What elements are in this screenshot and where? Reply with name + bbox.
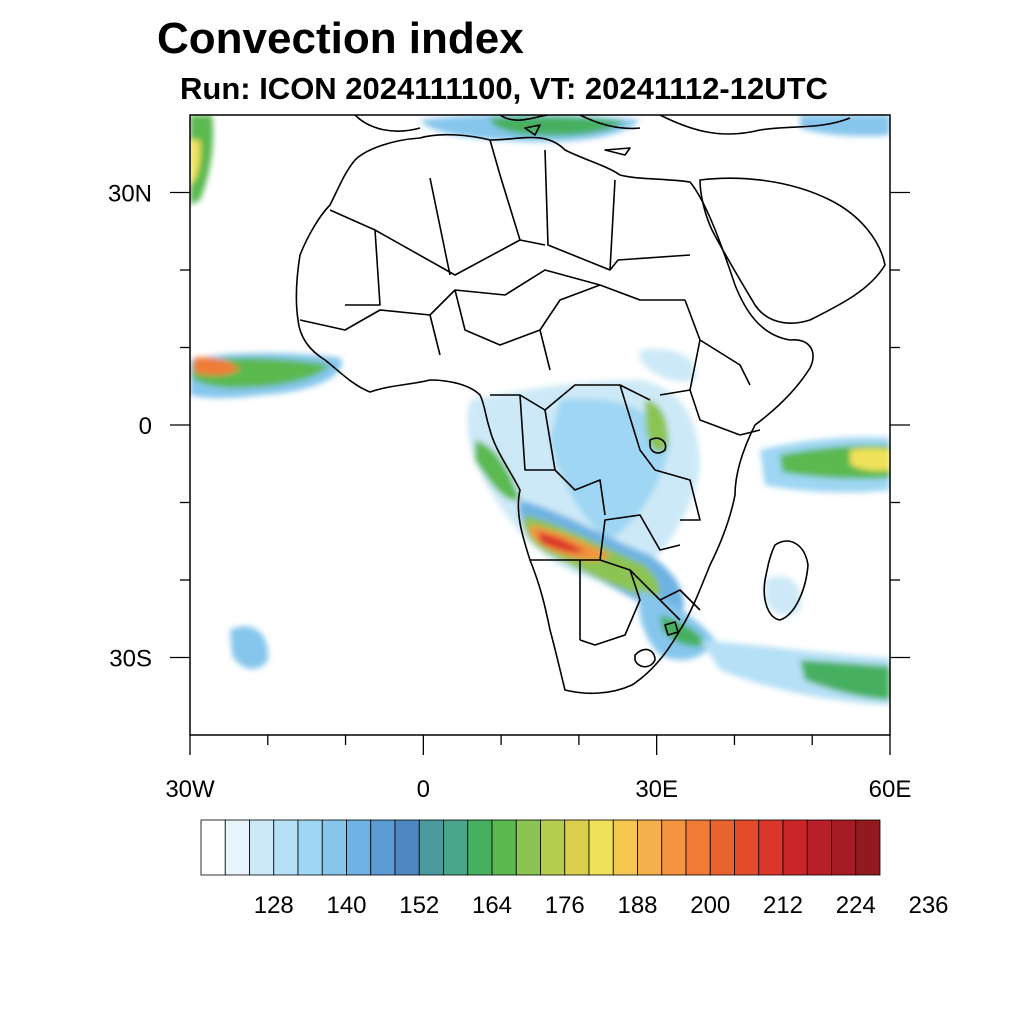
field-ne-corner <box>800 115 890 137</box>
borders-east <box>659 299 761 436</box>
colorbar-label: 164 <box>472 892 512 919</box>
colorbar-swatch <box>782 819 808 876</box>
colorbar-swatch <box>661 819 687 876</box>
x-tick-label: 0 <box>417 776 430 803</box>
field-horn <box>640 349 696 382</box>
colorbar-swatch <box>297 819 323 876</box>
map-plot-area <box>190 115 890 735</box>
field-nw-corner <box>190 115 214 205</box>
field-indian-east-hot <box>850 448 890 471</box>
colorbar-swatch <box>467 819 493 876</box>
lake-victoria <box>649 437 667 454</box>
colorbar-label: 176 <box>545 892 585 919</box>
europe-coastline <box>354 115 851 135</box>
field-nw-corner-hot <box>190 140 201 185</box>
africa-coastline <box>295 133 814 695</box>
colorbar-swatch <box>346 819 372 876</box>
field-south-atlantic <box>230 626 269 670</box>
map-subtitle: Run: ICON 2024111100, VT: 20241112-12UTC <box>180 71 828 106</box>
colorbar-swatch <box>249 819 275 876</box>
colorbar-swatch <box>200 819 226 876</box>
borders-north-africa <box>329 139 691 306</box>
colorbar-swatch <box>443 819 469 876</box>
x-tick-label: 30E <box>635 776 678 803</box>
field-madagascar <box>765 576 801 616</box>
colorbar-swatch <box>855 819 881 876</box>
colorbar-label: 140 <box>326 892 366 919</box>
colorbar-swatch <box>491 819 517 876</box>
colorbar-swatch <box>370 819 396 876</box>
field-atlantic-peak <box>194 357 240 376</box>
colorbar-swatch <box>564 819 590 876</box>
borders-sahel <box>299 269 685 371</box>
colorbar-label: 236 <box>908 892 948 919</box>
colorbar-swatch <box>418 819 444 876</box>
map-title: Convection index <box>157 14 524 63</box>
colorbar-swatch <box>394 819 420 876</box>
colorbar-swatch <box>273 819 299 876</box>
colorbar-label: 224 <box>836 892 876 919</box>
field-mediterranean-core <box>490 116 625 136</box>
borders-central <box>490 384 701 521</box>
colorbar-label: 152 <box>399 892 439 919</box>
colorbar-swatch <box>758 819 784 876</box>
island-crete <box>604 147 631 156</box>
colorbar-label: 188 <box>617 892 657 919</box>
colorbar-label: 128 <box>254 892 294 919</box>
borders-south <box>530 514 701 646</box>
coastlines-and-borders <box>295 115 886 695</box>
arabia-coastline <box>699 177 886 324</box>
colorbar-swatch <box>224 819 250 876</box>
x-tick-label: 30W <box>165 776 215 803</box>
colorbar-swatch <box>612 819 638 876</box>
map-axes: 30W 0 30E 60E 30N 0 30S <box>108 181 912 804</box>
x-tick-label: 60E <box>869 776 912 803</box>
y-tick-label: 0 <box>139 413 152 440</box>
colorbar: 128 140 152 164 176 188 200 212 224 236 <box>200 819 949 919</box>
y-tick-label: 30S <box>109 646 152 673</box>
island-sicily <box>524 124 541 136</box>
colorbar-swatch <box>734 819 760 876</box>
convection-field <box>190 115 890 705</box>
colorbar-swatch <box>321 819 347 876</box>
colorbar-swatch <box>831 819 857 876</box>
colorbar-swatch <box>540 819 566 876</box>
madagascar-coastline <box>763 540 809 621</box>
border-lesotho <box>634 648 656 668</box>
colorbar-swatch <box>685 819 711 876</box>
field-congo-medium <box>550 398 670 540</box>
colorbar-label: 200 <box>690 892 730 919</box>
border-eswatini <box>664 621 679 636</box>
colorbar-swatch <box>588 819 614 876</box>
field-indian-south-core <box>800 660 890 700</box>
field-angola-band-hot <box>529 525 610 561</box>
colorbar-swatch <box>515 819 541 876</box>
y-tick-label: 30N <box>108 181 152 208</box>
field-angola-band-core <box>538 532 585 553</box>
colorbar-swatch <box>806 819 832 876</box>
colorbar-swatch <box>637 819 663 876</box>
colorbar-label: 212 <box>763 892 803 919</box>
field-gabon-coast <box>475 440 520 501</box>
colorbar-swatch <box>709 819 735 876</box>
